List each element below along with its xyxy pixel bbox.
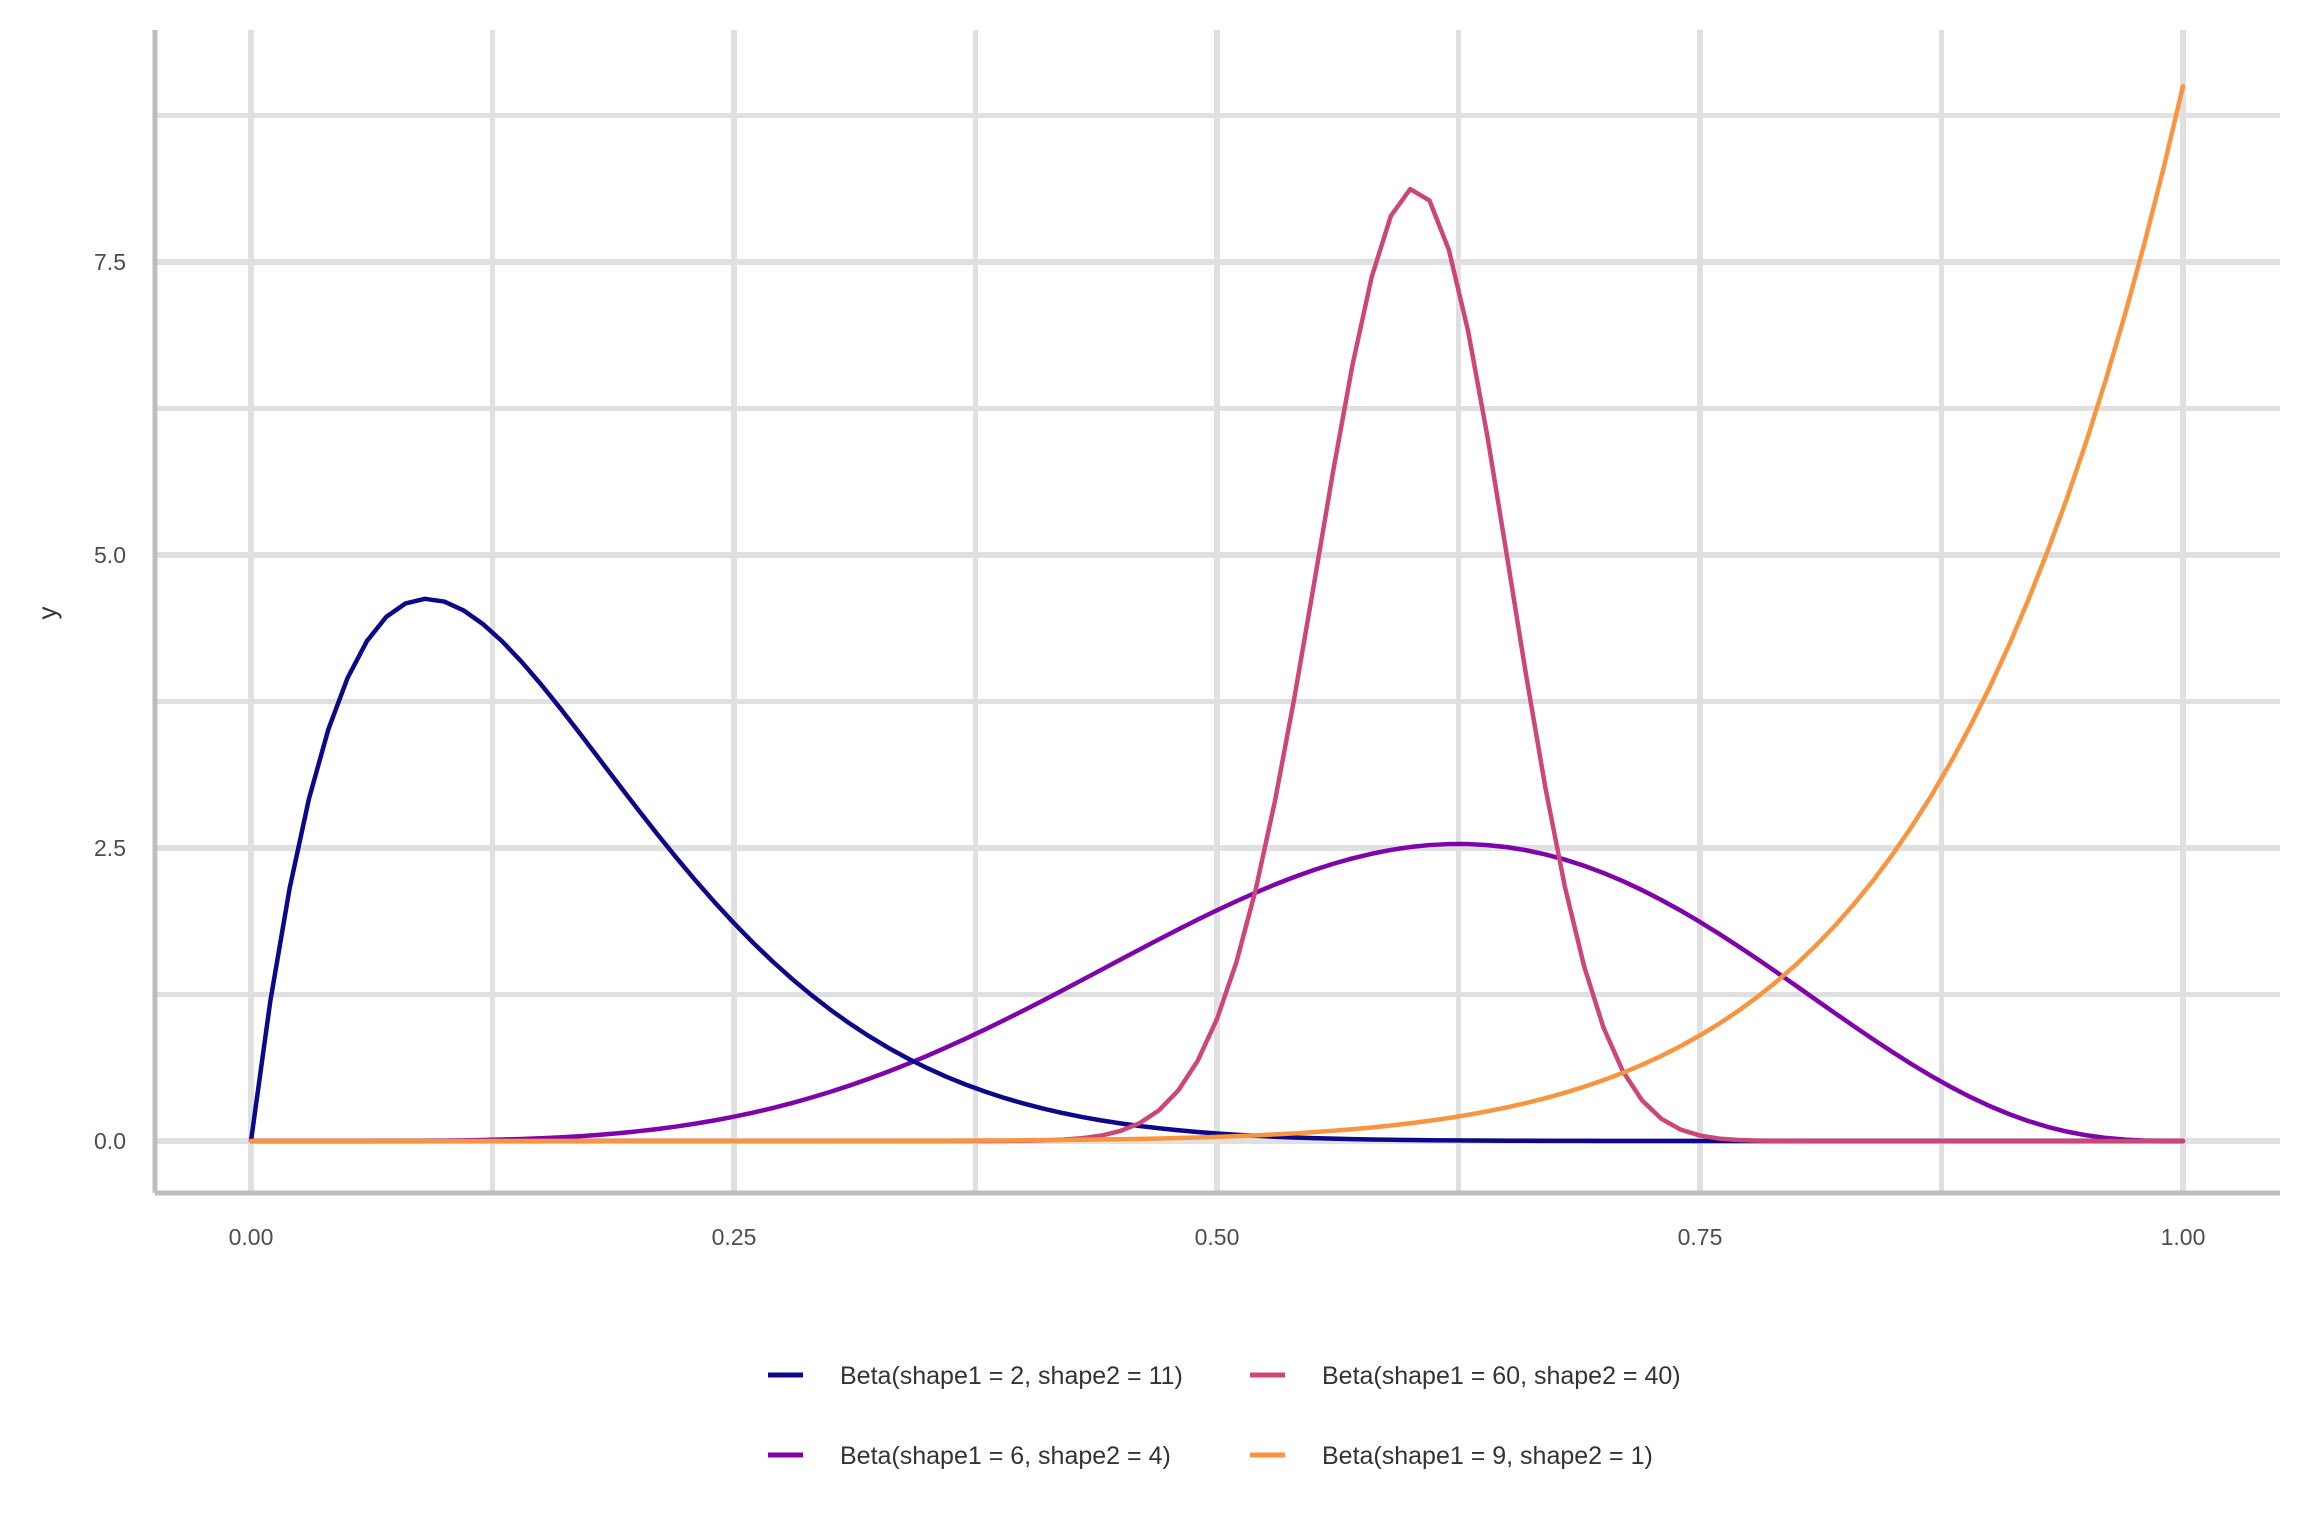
legend-label-1: Beta(shape1 = 60, shape2 = 40) (1322, 1362, 1681, 1390)
legend-label-0: Beta(shape1 = 2, shape2 = 11) (840, 1362, 1183, 1390)
x-tick-label-1: 0.25 (712, 1224, 757, 1250)
legend: Beta(shape1 = 2, shape2 = 11) Beta(shape… (768, 1362, 1681, 1470)
series-lines (248, 83, 2186, 1144)
y-tick-label-3: 7.5 (94, 249, 126, 275)
legend-label-3: Beta(shape1 = 9, shape2 = 1) (1322, 1442, 1653, 1470)
y-tick-label-0: 0.0 (94, 1128, 126, 1154)
legend-label-2: Beta(shape1 = 6, shape2 = 4) (840, 1442, 1171, 1470)
y-tick-label-2: 5.0 (94, 542, 126, 568)
y-tick-label-1: 2.5 (94, 835, 126, 861)
x-tick-label-0: 0.00 (229, 1224, 274, 1250)
series-line-2 (248, 841, 2186, 1144)
axes (152, 30, 2280, 1196)
tick-labels: 0.00 0.25 0.50 0.75 1.00 0.0 2.5 5.0 7.5 (94, 249, 2205, 1250)
y-axis-title: y (32, 607, 62, 620)
x-tick-label-2: 0.50 (1195, 1224, 1240, 1250)
series-line-3 (248, 83, 2186, 1144)
x-tick-label-3: 0.75 (1678, 1224, 1723, 1250)
x-tick-label-4: 1.00 (2161, 1224, 2206, 1250)
